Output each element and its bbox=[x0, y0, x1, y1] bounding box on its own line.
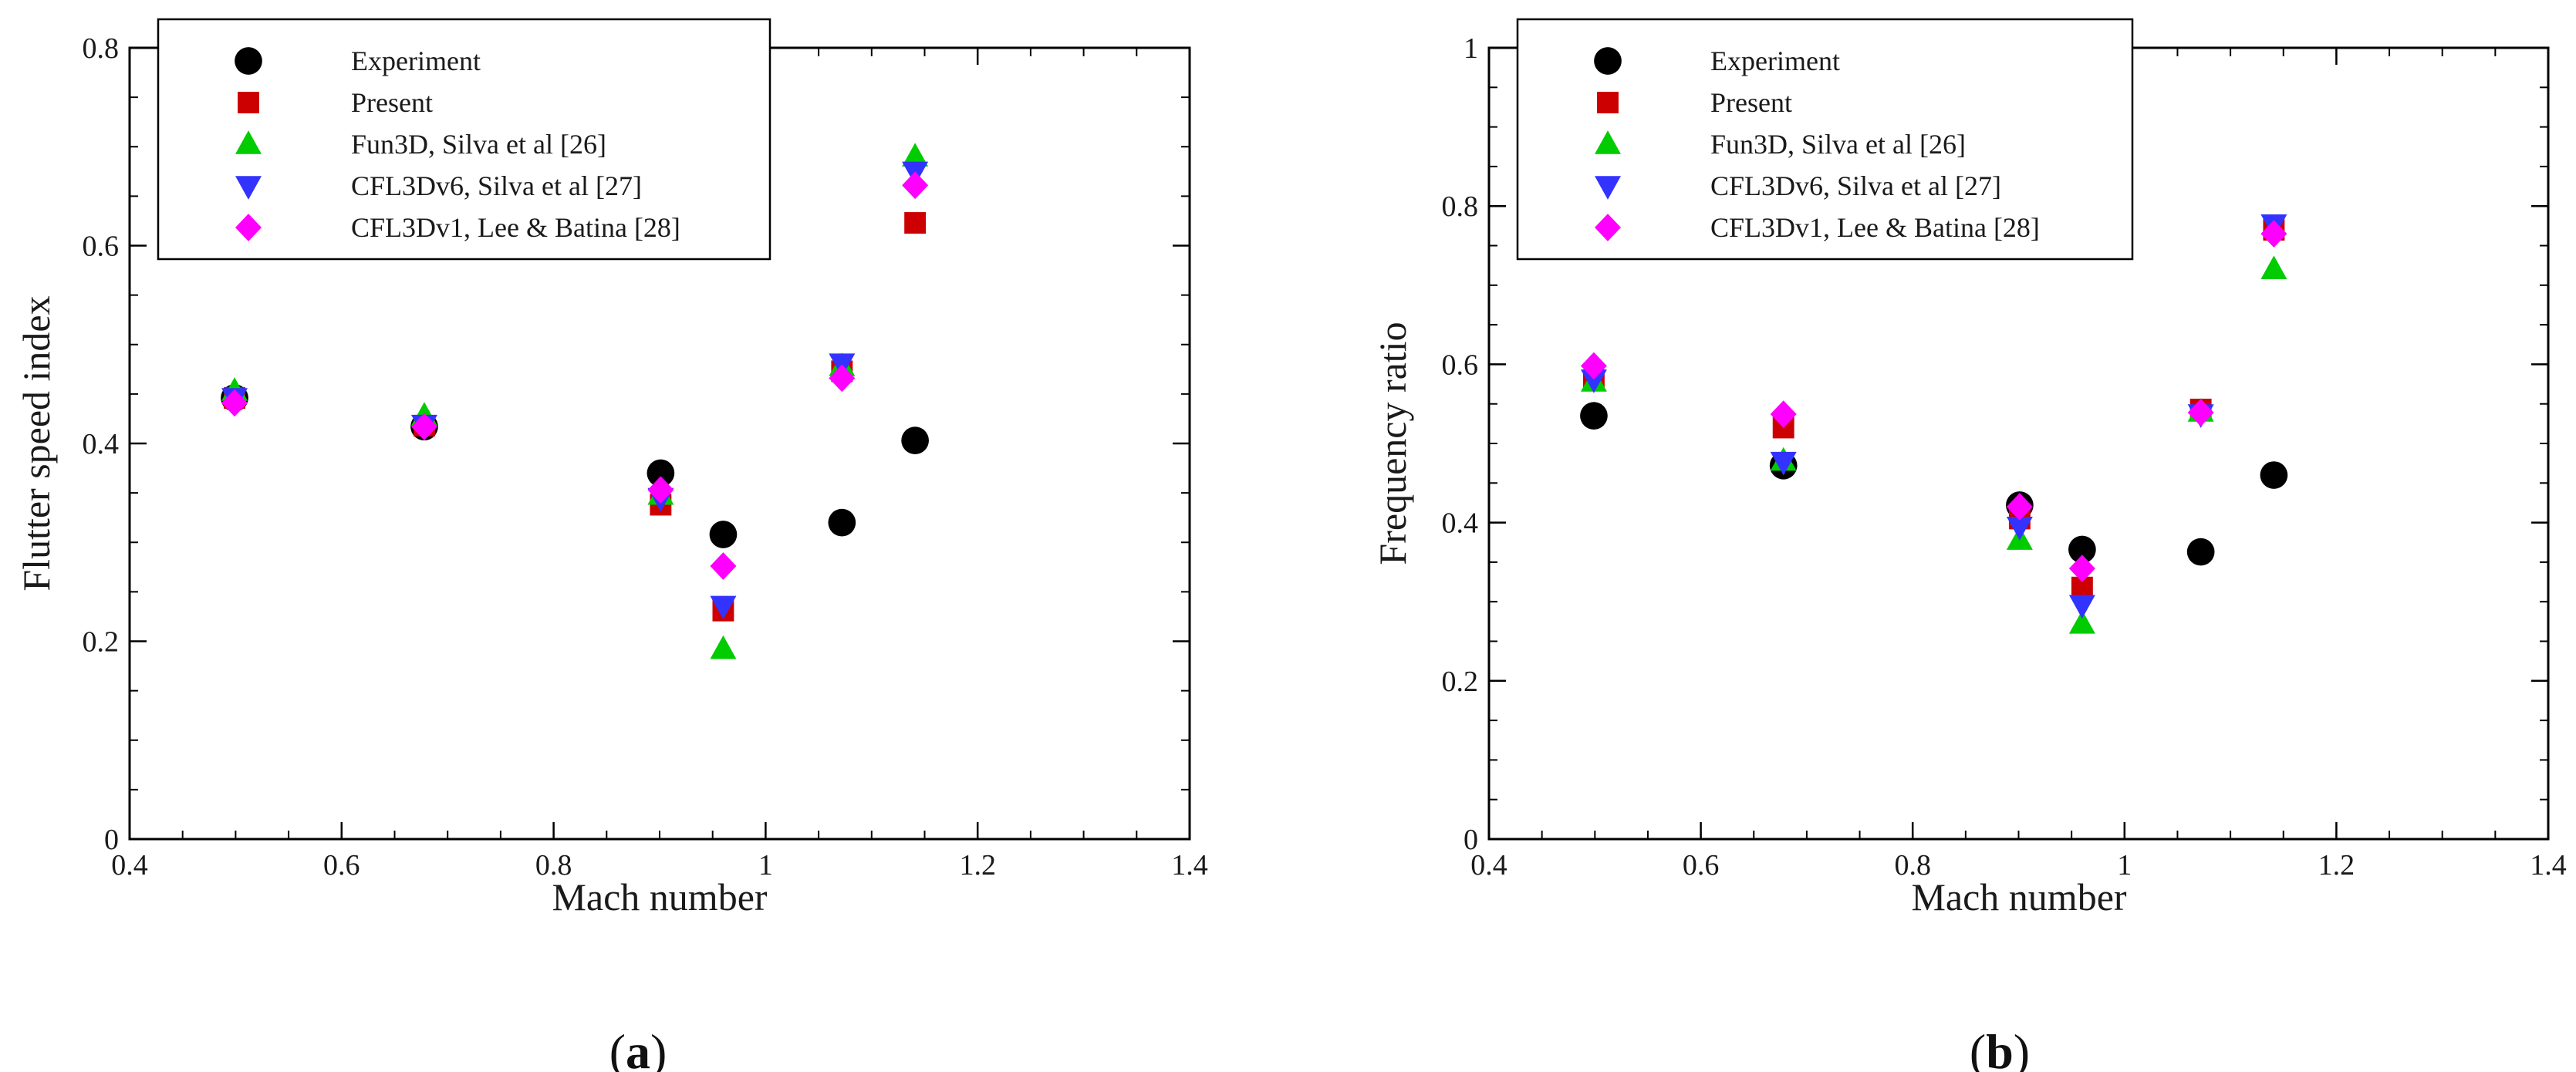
data-point-diamond bbox=[2260, 220, 2287, 248]
legend-label: Fun3D, Silva et al [26] bbox=[351, 129, 606, 160]
legend-marker-triangle-up bbox=[235, 130, 262, 154]
x-tick-label: 1.4 bbox=[1171, 849, 1208, 882]
panel-b: 0.4 0.6 0.8 1 1.2 1.4 0 0.2 0.4 0.6 0.8 1 Mach numb… bbox=[1371, 18, 2567, 1072]
data-point-circle bbox=[901, 426, 929, 455]
data-point-triangle-down bbox=[710, 595, 737, 620]
data-point-triangle-up bbox=[2260, 255, 2287, 280]
data-point-circle bbox=[2260, 461, 2288, 489]
x-tick-label: 1.2 bbox=[959, 849, 996, 882]
legend-marker-triangle-down bbox=[1595, 176, 1621, 200]
legend-label: Present bbox=[351, 87, 433, 118]
data-point-triangle-down bbox=[1770, 451, 1797, 476]
data-point-circle bbox=[647, 459, 675, 487]
panel-label-a: (a) bbox=[609, 1024, 667, 1072]
legend-label: CFL3Dv1, Lee & Batina [28] bbox=[351, 212, 680, 243]
data-point-diamond bbox=[1580, 352, 1607, 380]
data-point-diamond bbox=[2187, 399, 2214, 426]
legend-marker-square bbox=[238, 92, 259, 113]
legend: Experiment Present Fun3D, Silva et al [26]… bbox=[1516, 18, 2134, 261]
axis-ticks bbox=[1487, 46, 2550, 841]
legend-label: CFL3Dv6, Silva et al [27] bbox=[351, 170, 642, 201]
data-point-triangle-up bbox=[710, 635, 737, 659]
x-tick-label: 0.4 bbox=[111, 849, 148, 882]
x-axis-title: Mach number bbox=[1911, 875, 2126, 919]
data-point-triangle-up bbox=[902, 143, 929, 167]
legend-label: Fun3D, Silva et al [26] bbox=[1710, 129, 1966, 160]
data-point-diamond bbox=[902, 171, 929, 200]
legend-marker-triangle-up bbox=[1595, 130, 1621, 154]
y-tick-label: 0 bbox=[1464, 824, 1478, 856]
data-point-circle bbox=[2068, 535, 2096, 564]
data-point-diamond bbox=[2006, 493, 2033, 521]
panel-a: 0.4 0.6 0.8 1 1.2 1.4 0 0.2 0.4 0.6 0.8 Mach numbe… bbox=[15, 18, 1208, 1072]
panel-label-b: (b) bbox=[1970, 1024, 2030, 1072]
x-tick-label: 1.2 bbox=[2318, 849, 2355, 882]
data-point-diamond bbox=[221, 389, 248, 417]
x-tick-label: 0.6 bbox=[1683, 849, 1720, 882]
legend-marker-diamond bbox=[1595, 214, 1621, 241]
data-point-triangle-down bbox=[1580, 369, 1607, 393]
y-tick-label: 0.2 bbox=[83, 626, 120, 659]
data-point-triangle-down bbox=[2006, 516, 2033, 541]
data-point-circle bbox=[2186, 538, 2215, 566]
y-tick-label: 0.2 bbox=[1442, 666, 1479, 698]
legend-label: Experiment bbox=[1710, 46, 1840, 76]
y-tick-label: 0.4 bbox=[83, 428, 120, 460]
data-point-diamond bbox=[410, 413, 437, 441]
legend-label: CFL3Dv1, Lee & Batina [28] bbox=[1710, 212, 2040, 243]
legend-label: CFL3Dv6, Silva et al [27] bbox=[1710, 170, 2001, 201]
y-axis-title: Frequency ratio bbox=[1371, 322, 1414, 565]
y-tick-label: 0.8 bbox=[83, 32, 120, 65]
y-tick-label: 0 bbox=[104, 824, 119, 856]
legend: Experiment Present Fun3D, Silva et al [26]… bbox=[157, 18, 771, 261]
data-point-circle bbox=[709, 521, 738, 548]
x-tick-label: 0.6 bbox=[323, 849, 360, 882]
data-point-diamond bbox=[647, 476, 674, 504]
data-point-diamond bbox=[829, 364, 856, 393]
x-tick-label: 0.8 bbox=[1894, 849, 1931, 882]
data-point-circle bbox=[1580, 402, 1608, 430]
tick-labels: 0.4 0.6 0.8 1 1.2 1.4 0 0.2 0.4 0.6 0.8 bbox=[83, 32, 1208, 882]
y-tick-label: 1 bbox=[1464, 32, 1478, 65]
x-tick-label: 1 bbox=[758, 849, 773, 882]
data-markers bbox=[1580, 214, 2288, 634]
y-tick-label: 0.6 bbox=[1442, 349, 1479, 381]
data-point-triangle-down bbox=[2068, 595, 2095, 619]
data-markers bbox=[221, 143, 929, 659]
data-point-diamond bbox=[2068, 555, 2095, 582]
x-tick-label: 1 bbox=[2117, 849, 2132, 882]
legend-marker-triangle-down bbox=[235, 176, 262, 200]
x-tick-label: 1.4 bbox=[2530, 849, 2567, 882]
y-tick-label: 0.8 bbox=[1442, 190, 1479, 223]
legend-marker-circle bbox=[1594, 47, 1622, 75]
data-point-circle bbox=[828, 508, 856, 537]
legend-marker-circle bbox=[235, 47, 262, 75]
legend-label: Experiment bbox=[351, 46, 481, 76]
data-point-diamond bbox=[1770, 400, 1797, 428]
legend-label: Present bbox=[1710, 87, 1792, 118]
x-axis-title: Mach number bbox=[552, 875, 767, 919]
y-tick-label: 0.4 bbox=[1442, 507, 1479, 540]
x-tick-label: 0.8 bbox=[535, 849, 572, 882]
x-tick-label: 0.4 bbox=[1470, 849, 1507, 882]
legend-marker-square bbox=[1597, 92, 1619, 113]
data-point-diamond bbox=[710, 552, 737, 580]
tick-labels: 0.4 0.6 0.8 1 1.2 1.4 0 0.2 0.4 0.6 0.8 1 bbox=[1442, 32, 2567, 882]
y-axis-title: Flutter speed index bbox=[15, 295, 58, 591]
data-point-triangle-up bbox=[2068, 610, 2095, 634]
data-point-square bbox=[904, 212, 927, 234]
y-tick-label: 0.6 bbox=[83, 231, 120, 263]
legend-marker-diamond bbox=[235, 214, 262, 241]
